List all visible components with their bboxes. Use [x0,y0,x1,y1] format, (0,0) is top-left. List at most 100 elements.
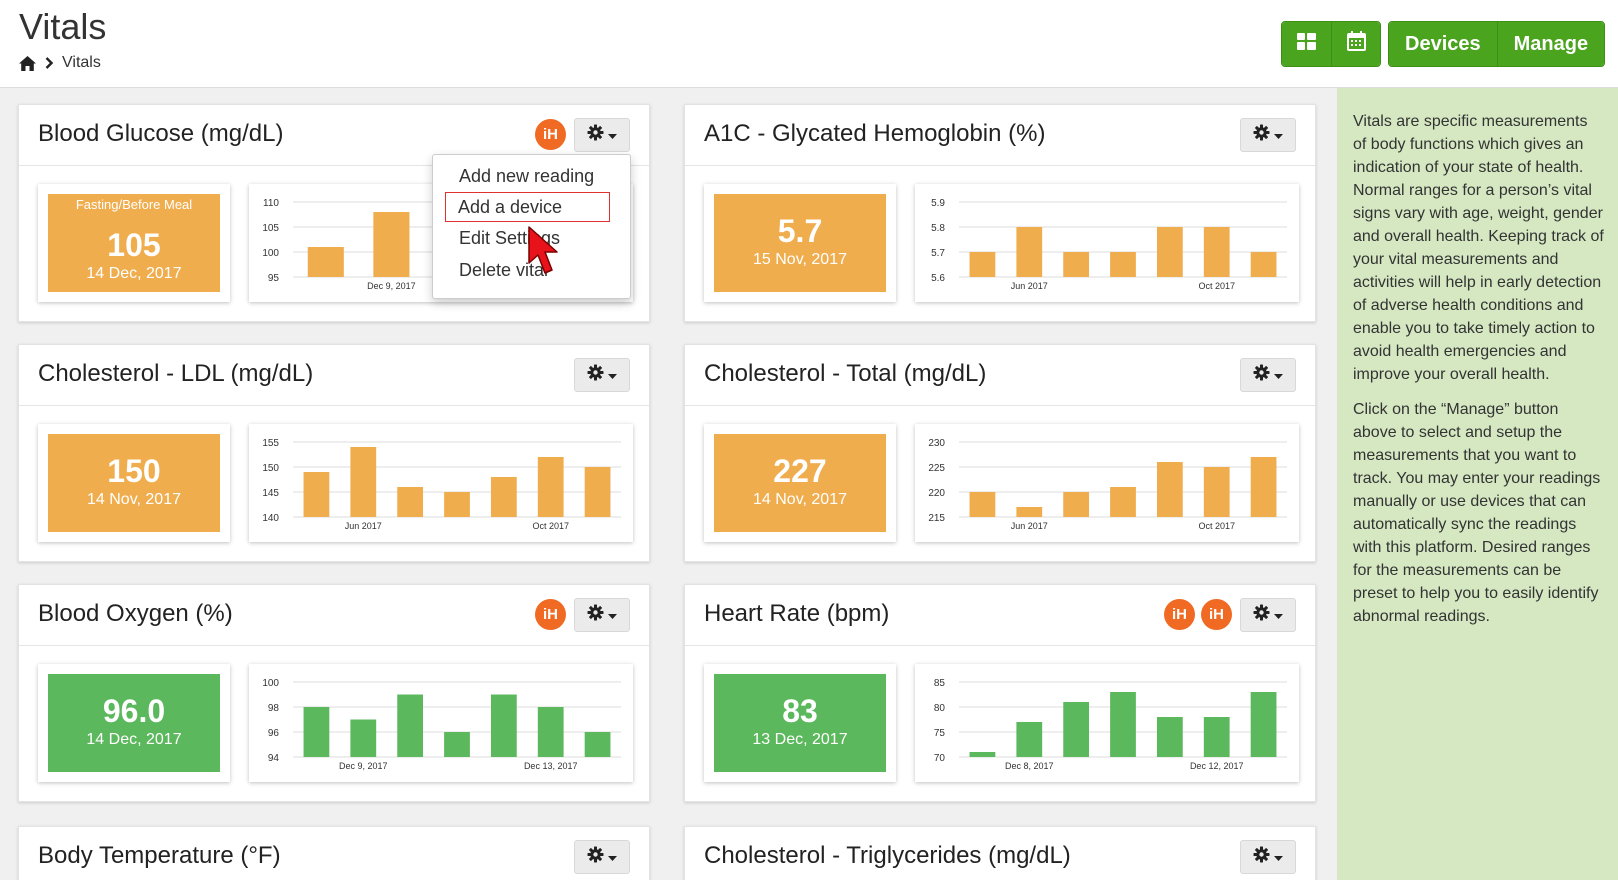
chart-bar [537,457,564,517]
reading-date: 15 Nov, 2017 [753,251,847,268]
vital-card-heart-rate: Heart Rate (bpm) iH iH 83 13 Dec, 2017 8… [684,584,1316,802]
history-chart: 100 98 96 94 Dec 9, 2017 Dec 13, 2017 [249,664,633,782]
card-title: Blood Oxygen (%) [38,600,233,627]
y-tick-label: 94 [268,753,280,764]
chart-bar [1063,702,1090,757]
latest-reading-tile[interactable]: 227 14 Nov, 2017 [714,434,886,532]
chart-bar [1016,722,1043,757]
menu-item-add-device[interactable]: Add a device [445,192,610,222]
history-chart: 230 225 220 215 Jun 2017 Oct 2017 [915,424,1299,542]
latest-reading-box: 150 14 Nov, 2017 [38,424,230,542]
latest-reading-tile[interactable]: 150 14 Nov, 2017 [48,434,220,532]
gear-icon [1253,604,1270,626]
ih-device-badge[interactable]: iH [535,119,566,150]
caret-down-icon [1274,848,1283,866]
history-chart: 85 80 75 70 Dec 8, 2017 Dec 12, 2017 [915,664,1299,782]
page-title: Vitals [19,6,107,47]
settings-dropdown-button[interactable] [574,118,630,152]
chart-bar [1110,487,1136,517]
y-tick-label: 70 [934,753,946,764]
gear-icon [587,124,604,146]
latest-reading-box: 227 14 Nov, 2017 [704,424,896,542]
menu-item-add-reading[interactable]: Add new reading [459,166,595,186]
x-tick-label: Oct 2017 [1198,521,1235,531]
home-icon[interactable] [19,55,36,71]
manage-button[interactable]: Manage [1496,22,1605,66]
chart-bar [303,707,330,757]
gear-icon [1253,364,1270,386]
caret-down-icon [608,606,617,624]
chart-bar [584,467,611,517]
y-tick-label: 150 [262,463,279,474]
y-tick-label: 110 [263,198,279,209]
calendar-view-button[interactable] [1331,22,1380,66]
latest-reading-box: 5.7 15 Nov, 2017 [704,184,896,302]
latest-reading-tile[interactable]: 96.0 14 Dec, 2017 [48,674,220,772]
y-tick-label: 140 [262,513,279,524]
settings-dropdown-button[interactable] [574,358,630,392]
latest-reading-tile[interactable]: Fasting/Before Meal 105 14 Dec, 2017 [48,194,220,292]
chart-bar [350,447,377,517]
gear-icon [587,604,604,626]
reading-date: 14 Dec, 2017 [86,265,182,282]
settings-dropdown-button[interactable] [1240,358,1296,392]
reading-date: 14 Nov, 2017 [87,491,181,508]
y-tick-label: 215 [928,513,945,524]
devices-button[interactable]: Devices [1389,22,1497,66]
x-tick-label: Dec 8, 2017 [1005,761,1054,771]
chart-bar [307,247,344,277]
chart-svg: 100 98 96 94 Dec 9, 2017 Dec 13, 2017 [262,678,621,771]
caret-down-icon [1274,126,1283,144]
chart-bar [1203,467,1230,517]
y-tick-label: 5.7 [931,248,945,259]
menu-item-delete-vital[interactable]: Delete vital [459,260,549,280]
chart-bar [1250,252,1277,277]
y-tick-label: 95 [268,273,280,284]
x-tick-label: Dec 9, 2017 [339,761,388,771]
chart-bar [1016,227,1043,277]
chart-bar [490,477,517,517]
y-tick-label: 98 [268,703,280,714]
chart-bar [397,694,424,757]
ih-device-badge[interactable]: iH [1164,599,1195,630]
latest-reading-tile[interactable]: 5.7 15 Nov, 2017 [714,194,886,292]
reading-value: 96.0 [102,693,166,729]
chart-bar [444,492,470,517]
y-tick-label: 100 [262,678,279,689]
latest-reading-box: 96.0 14 Dec, 2017 [38,664,230,782]
settings-dropdown-button[interactable] [1240,598,1296,632]
chart-bar [373,212,410,277]
history-chart: 155 150 145 140 Jun 2017 Oct 2017 [249,424,633,542]
settings-dropdown-button[interactable] [1240,118,1296,152]
chart-bar [490,694,517,757]
card-title: Cholesterol - Triglycerides (mg/dL) [704,842,1071,869]
ih-device-badge[interactable]: iH [1201,599,1232,630]
y-tick-label: 100 [262,248,279,259]
x-tick-label: Oct 2017 [1198,281,1235,291]
card-header: Body Temperature (°F) [19,827,649,880]
settings-dropdown-button[interactable] [574,840,630,874]
card-header: Heart Rate (bpm) iH iH [685,585,1315,646]
caret-down-icon [608,366,617,384]
vital-card-cholesterol-total: Cholesterol - Total (mg/dL) 227 14 Nov, … [684,344,1316,562]
vital-card-blood-oxygen: Blood Oxygen (%) iH 96.0 14 Dec, 2017 10… [18,584,650,802]
settings-dropdown-button[interactable] [1240,840,1296,874]
chart-bar [1110,692,1136,757]
caret-down-icon [608,848,617,866]
latest-reading-tile[interactable]: 83 13 Dec, 2017 [714,674,886,772]
chart-bar [1250,457,1277,517]
y-tick-label: 155 [262,438,279,449]
x-tick-label: Jun 2017 [345,521,382,531]
card-title: Cholesterol - Total (mg/dL) [704,360,987,387]
chart-bar [969,252,996,277]
x-tick-label: Dec 13, 2017 [524,761,578,771]
chart-bar [537,707,564,757]
chart-bar [1203,717,1230,757]
reading-date: 14 Dec, 2017 [86,731,182,748]
chart-bar [350,719,377,757]
grid-view-button[interactable] [1282,22,1331,66]
latest-reading-box: Fasting/Before Meal 105 14 Dec, 2017 [38,184,230,302]
ih-device-badge[interactable]: iH [535,599,566,630]
settings-dropdown-button[interactable] [574,598,630,632]
caret-down-icon [608,126,617,144]
